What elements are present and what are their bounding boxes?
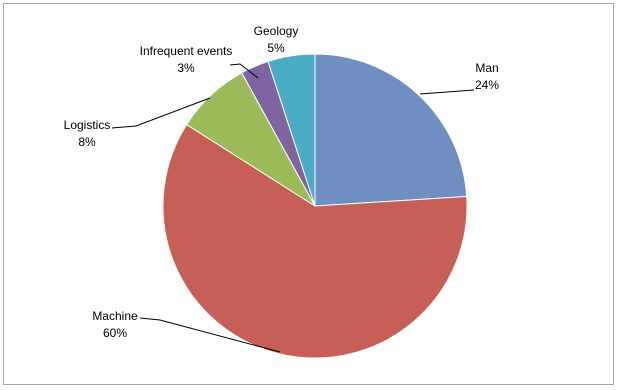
leader-line-machine bbox=[139, 317, 281, 353]
leader-line-man bbox=[419, 89, 475, 95]
label-geology-value: 5% bbox=[267, 41, 285, 55]
pie-slice-machine bbox=[162, 123, 468, 359]
label-man-value: 24% bbox=[475, 78, 499, 92]
pie-slices bbox=[162, 53, 468, 359]
label-logistics-name: Logistics bbox=[64, 118, 111, 132]
label-machine-value: 60% bbox=[103, 326, 127, 340]
leader-line-infrequent-events bbox=[229, 63, 259, 79]
label-machine-name: Machine bbox=[92, 309, 138, 323]
leader-line-logistics bbox=[111, 97, 211, 129]
data-labels: Man 24% Machine 60% Logistics 8% Infrequ… bbox=[64, 24, 500, 340]
leader-lines bbox=[111, 63, 475, 353]
label-infrequent-events-name: Infrequent events bbox=[140, 44, 233, 58]
label-logistics-value: 8% bbox=[78, 135, 96, 149]
pie-slice-geology bbox=[267, 53, 316, 207]
label-infrequent-events-value: 3% bbox=[177, 61, 195, 75]
label-geology-name: Geology bbox=[254, 24, 299, 38]
pie-slice-man bbox=[314, 53, 468, 207]
label-man-name: Man bbox=[475, 61, 498, 75]
